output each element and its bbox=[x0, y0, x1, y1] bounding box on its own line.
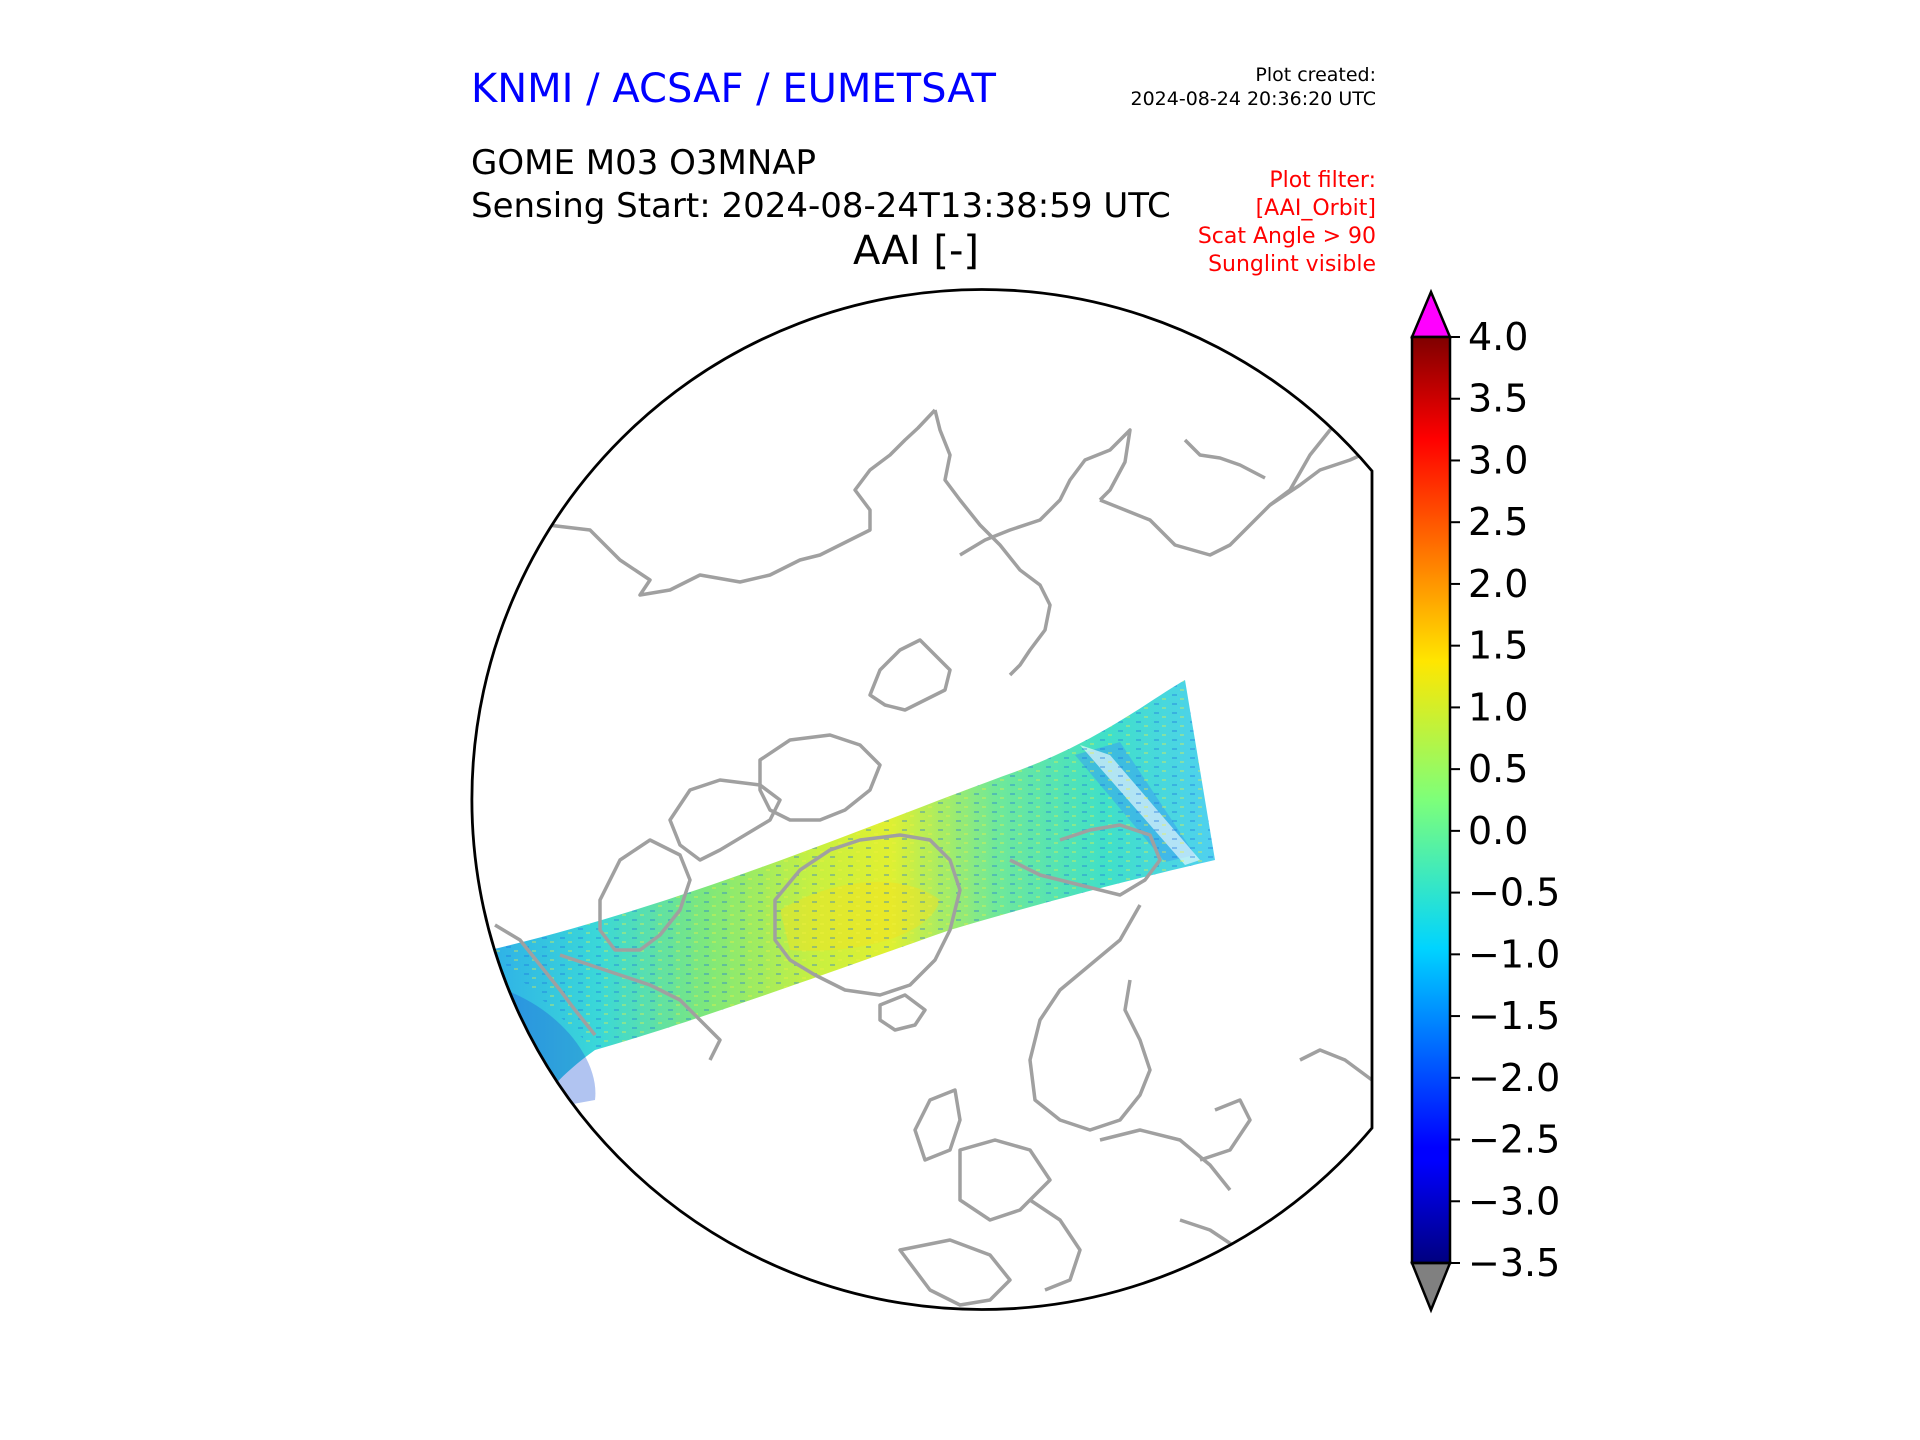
colorbar-tick-label: −0.5 bbox=[1468, 871, 1560, 915]
coastline-svalbard bbox=[959, 428, 1132, 557]
colorbar-under-extend bbox=[1410, 1261, 1452, 1314]
colorbar-tick-label: 2.0 bbox=[1468, 562, 1528, 606]
filter-line: Scat Angle > 90 bbox=[1197, 224, 1376, 249]
coastline-italy bbox=[1029, 1198, 1082, 1292]
coastline-greenland bbox=[773, 833, 962, 997]
sensing-start: Sensing Start: 2024-08-24T13:38:59 UTC bbox=[471, 186, 1171, 226]
coastline-asia bbox=[1299, 1048, 1373, 1082]
colorbar-tick-label: 1.0 bbox=[1468, 685, 1528, 729]
colorbar-tick-label: 2.5 bbox=[1468, 500, 1528, 544]
coastline-canada-west bbox=[559, 953, 722, 1061]
colorbar-tick-label: −2.0 bbox=[1468, 1056, 1560, 1100]
coastline-labrador bbox=[598, 838, 692, 952]
coastline-europe-west bbox=[958, 1138, 1052, 1222]
colorbar-tick-label: −1.0 bbox=[1468, 932, 1560, 976]
coastline-hudson bbox=[668, 778, 782, 862]
colorbar-tick-label: 1.5 bbox=[1468, 624, 1528, 668]
colorbar-frame bbox=[1410, 335, 1452, 1265]
map-frame bbox=[470, 288, 1374, 1311]
coastline-baffin bbox=[758, 733, 882, 822]
colorbar-tick-label: 3.0 bbox=[1468, 438, 1528, 482]
coastline-british-isles bbox=[913, 1088, 962, 1162]
coastline-alaska bbox=[494, 923, 597, 1037]
coastline-north-america bbox=[547, 408, 937, 597]
organisation-title: KNMI / ACSAF / EUMETSAT bbox=[471, 66, 996, 112]
colorbar-tick-label: 4.0 bbox=[1468, 315, 1528, 359]
filter-line: Plot filter: bbox=[1269, 168, 1376, 193]
colorbar-tick-label: 0.5 bbox=[1468, 747, 1528, 791]
coastline-iceland bbox=[878, 993, 927, 1032]
plot-created-label: Plot created: bbox=[1255, 64, 1376, 86]
colorbar-tick-label: 3.5 bbox=[1468, 377, 1528, 421]
colorbar: 4.0 3.5 3.0 2.5 2.0 1.5 1.0 0.5 0.0 −0.5 −1.0 −1.5 −… bbox=[1410, 288, 1560, 1314]
coastline-novaya-zemlya bbox=[1009, 823, 1162, 897]
colorbar-tick-label: −2.5 bbox=[1468, 1118, 1560, 1162]
filter-line: [AAI_Orbit] bbox=[1255, 196, 1376, 221]
coastlines bbox=[494, 393, 1373, 1307]
coastline-siberia bbox=[1099, 448, 1373, 557]
coastline-arctic-archipelago bbox=[933, 409, 1052, 677]
colorbar-ticks: 4.0 3.5 3.0 2.5 2.0 1.5 1.0 0.5 0.0 −0.5 −1.0 −1.5 −… bbox=[1450, 315, 1560, 1285]
aai-swath bbox=[490, 680, 1215, 1110]
coastline-black-sea bbox=[1179, 1218, 1301, 1257]
colorbar-tick-label: −1.5 bbox=[1468, 994, 1560, 1038]
swath-texture bbox=[490, 680, 1215, 1050]
colorbar-tick-label: 0.0 bbox=[1468, 809, 1528, 853]
product-name: GOME M03 O3MNAP bbox=[471, 143, 817, 183]
coastline-baltic bbox=[1099, 1128, 1232, 1192]
coastline-iberia bbox=[898, 1238, 1012, 1307]
coastline-scandinavia bbox=[1028, 904, 1152, 1132]
filter-line: Sunglint visible bbox=[1208, 252, 1376, 277]
colorbar-tick-label: −3.0 bbox=[1468, 1179, 1560, 1223]
coastline-caspian bbox=[1199, 1098, 1252, 1162]
coastline-ellesmere bbox=[868, 638, 952, 712]
colorbar-gradient bbox=[1412, 337, 1450, 1263]
colorbar-tick-label: −3.5 bbox=[1468, 1241, 1560, 1285]
map-title: AAI [-] bbox=[853, 228, 979, 274]
colorbar-over-extend bbox=[1410, 288, 1452, 339]
coastline-taymyr bbox=[1183, 438, 1266, 480]
plot-created-value: 2024-08-24 20:36:20 UTC bbox=[1130, 88, 1377, 110]
coastline-chukotka bbox=[1268, 393, 1373, 507]
